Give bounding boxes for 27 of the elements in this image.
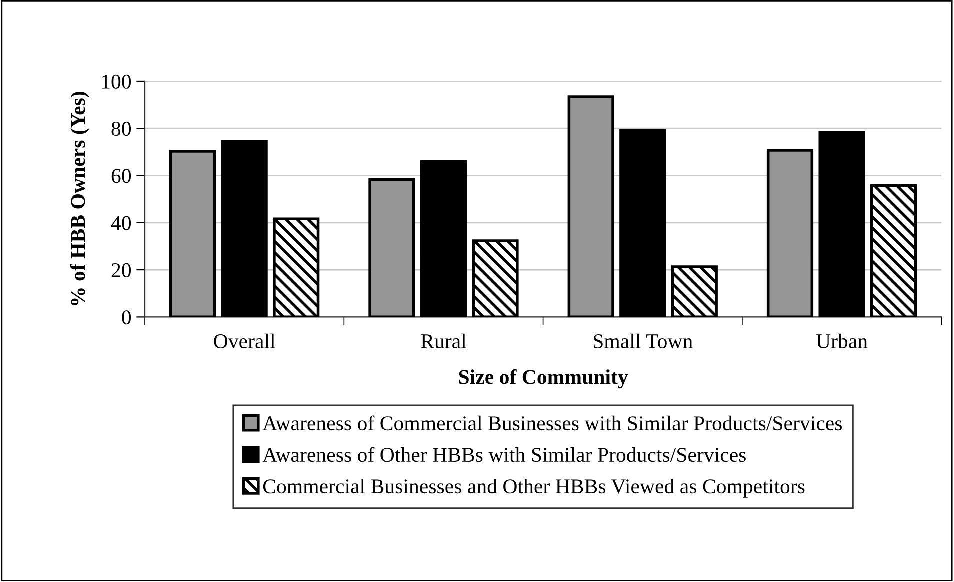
legend-label: Commercial Businesses and Other HBBs Viewed as Competitors — [263, 478, 805, 498]
y-tick-label: 100 — [102, 74, 132, 89]
legend-label: Awareness of Other HBBs with Similar Products/Services — [262, 447, 746, 462]
bar — [766, 149, 814, 318]
bar — [273, 218, 320, 318]
x-tick-label: Urban — [816, 334, 868, 349]
x-tick-label: Overall — [214, 334, 276, 349]
bar — [671, 266, 718, 318]
y-axis-title: % of HBB Owners (Yes) — [70, 92, 90, 306]
bar — [420, 160, 468, 318]
x-axis-title: Size of Community — [459, 369, 628, 389]
bar — [818, 131, 866, 318]
y-tick-label: 40 — [111, 216, 132, 230]
legend-label: Awareness of Commercial Businesses with Similar Products/Services — [262, 416, 842, 431]
y-tick-label: 80 — [112, 122, 132, 136]
y-tick-label: 60 — [112, 169, 132, 184]
y-tick-label: 0 — [122, 310, 132, 325]
bar — [472, 240, 519, 318]
x-tick-label: Small Town — [594, 334, 693, 349]
bar — [620, 129, 666, 318]
bar — [870, 184, 918, 318]
x-tick-label: Rural — [421, 334, 466, 349]
bar — [170, 150, 216, 318]
bar — [221, 140, 268, 318]
bar — [568, 96, 614, 318]
y-tick-label: 20 — [112, 263, 132, 278]
bar — [368, 178, 416, 318]
